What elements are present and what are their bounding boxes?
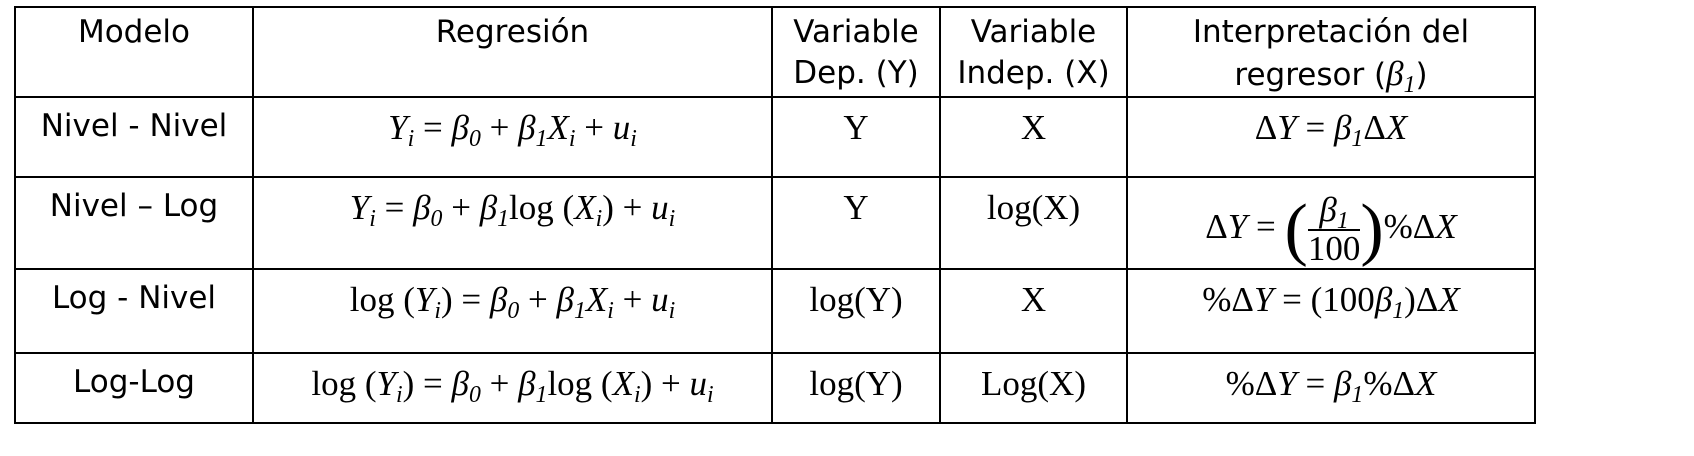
cell-modelo: Log-Log bbox=[14, 352, 254, 424]
table-row: Log-Log log (Yi) = β0 + β1log (Xi) + ui … bbox=[14, 352, 1536, 424]
regression-models-table-container: Modelo Regresión Variable Dep. (Y) Variab… bbox=[14, 6, 1536, 424]
cell-regresion: log (Yi) = β0 + β1Xi + ui bbox=[252, 268, 773, 354]
header-row: Modelo Regresión Variable Dep. (Y) Variab… bbox=[14, 6, 1536, 98]
regression-models-table: Modelo Regresión Variable Dep. (Y) Variab… bbox=[14, 6, 1536, 424]
header-interpretacion: Interpretación del regresor (β1) bbox=[1126, 6, 1536, 98]
cell-interpretacion: %ΔY = (100β1)ΔX bbox=[1126, 268, 1536, 354]
header-modelo: Modelo bbox=[14, 6, 254, 98]
table-row: Nivel - Nivel Yi = β0 + β1Xi + ui Y X ΔY… bbox=[14, 96, 1536, 178]
cell-interpretacion: %ΔY = β1%ΔX bbox=[1126, 352, 1536, 424]
cell-regresion: log (Yi) = β0 + β1log (Xi) + ui bbox=[252, 352, 773, 424]
cell-regresion: Yi = β0 + β1log (Xi) + ui bbox=[252, 176, 773, 270]
header-variable-indep: Variable Indep. (X) bbox=[939, 6, 1128, 98]
cell-interpretacion: ΔY = β1ΔX bbox=[1126, 96, 1536, 178]
cell-dep: log(Y) bbox=[771, 268, 941, 354]
header-variable-dep: Variable Dep. (Y) bbox=[771, 6, 941, 98]
cell-modelo: Log - Nivel bbox=[14, 268, 254, 354]
table-row: Log - Nivel log (Yi) = β0 + β1Xi + ui lo… bbox=[14, 268, 1536, 354]
table-row: Nivel – Log Yi = β0 + β1log (Xi) + ui Y … bbox=[14, 176, 1536, 270]
cell-regresion: Yi = β0 + β1Xi + ui bbox=[252, 96, 773, 178]
header-regresion: Regresión bbox=[252, 6, 773, 98]
cell-interpretacion: ΔY = (β1 100)%ΔX bbox=[1126, 176, 1536, 270]
cell-indep: log(X) bbox=[939, 176, 1128, 270]
cell-indep: X bbox=[939, 96, 1128, 178]
cell-modelo: Nivel – Log bbox=[14, 176, 254, 270]
cell-indep: X bbox=[939, 268, 1128, 354]
cell-dep: Y bbox=[771, 176, 941, 270]
cell-dep: Y bbox=[771, 96, 941, 178]
cell-dep: log(Y) bbox=[771, 352, 941, 424]
cell-modelo: Nivel - Nivel bbox=[14, 96, 254, 178]
cell-indep: Log(X) bbox=[939, 352, 1128, 424]
